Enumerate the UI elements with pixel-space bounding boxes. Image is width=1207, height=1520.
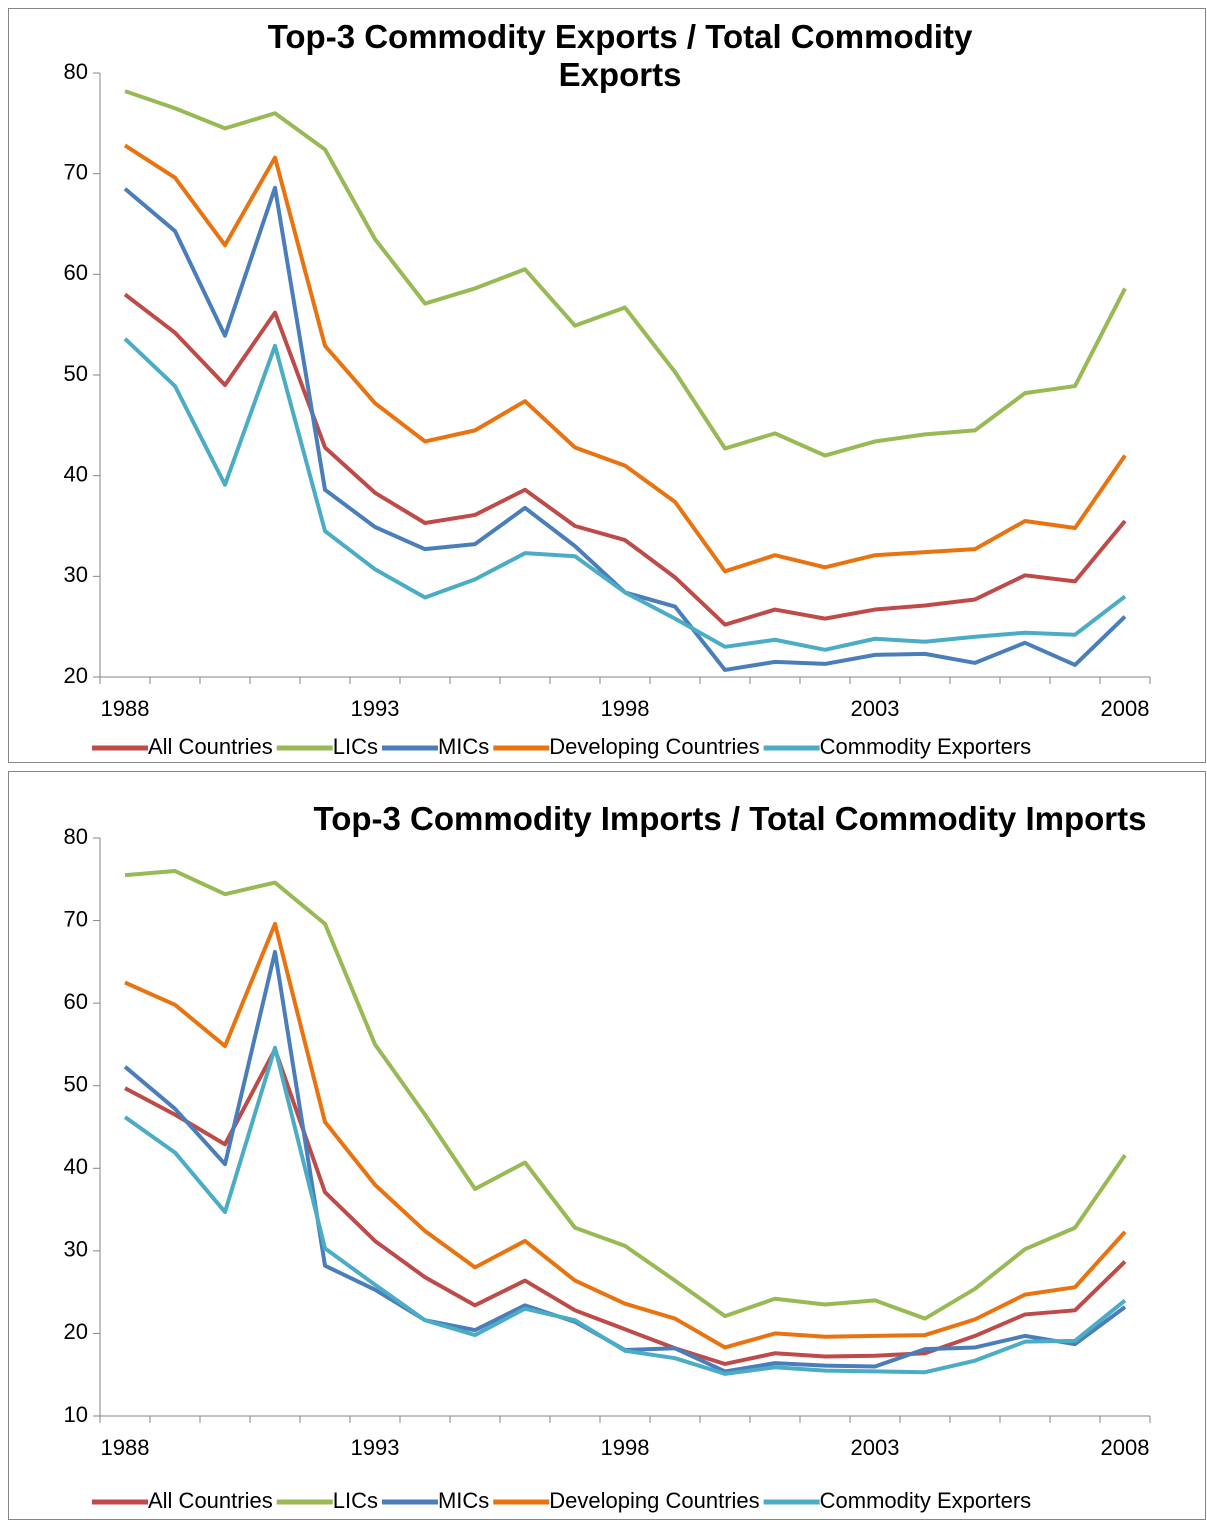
y-tick-label: 30	[64, 562, 88, 587]
series-line	[124, 921, 1127, 1350]
y-tick-label: 20	[64, 663, 88, 688]
y-tick-label: 30	[64, 1237, 88, 1262]
series-line	[123, 337, 1127, 652]
x-tick-label: 1998	[601, 1435, 650, 1460]
series-line	[123, 292, 1127, 627]
legend-label: All Countries	[148, 1488, 273, 1513]
chart-border	[8, 771, 1206, 1520]
x-tick-label: 1998	[601, 696, 650, 721]
series-line	[124, 89, 1127, 458]
legend-label: Commodity Exporters	[820, 1488, 1032, 1513]
y-tick-label: 70	[64, 159, 88, 184]
y-tick-label: 80	[64, 59, 88, 84]
series-line	[123, 1045, 1127, 1376]
x-tick-label: 1993	[351, 1435, 400, 1460]
legend-label: Developing Countries	[549, 734, 759, 759]
chart-border	[8, 8, 1206, 763]
legend-label: LICs	[333, 1488, 378, 1513]
x-tick-label: 1993	[351, 696, 400, 721]
y-tick-label: 50	[64, 361, 88, 386]
x-tick-label: 1988	[101, 696, 150, 721]
legend-label: All Countries	[148, 734, 273, 759]
x-tick-label: 2003	[851, 1435, 900, 1460]
y-tick-label: 40	[64, 1154, 88, 1179]
y-tick-label: 60	[64, 989, 88, 1014]
legend-label: Developing Countries	[549, 1488, 759, 1513]
y-tick-label: 20	[64, 1319, 88, 1344]
series-line	[123, 949, 1127, 1374]
chart-title: Top-3 Commodity Imports / Total Commodit…	[313, 800, 1147, 837]
x-tick-label: 2008	[1101, 696, 1150, 721]
legend-label: MICs	[438, 1488, 489, 1513]
x-tick-label: 1988	[101, 1435, 150, 1460]
chart-title: Top-3 Commodity Exports / Total Commodit…	[267, 18, 973, 93]
series-line	[123, 143, 1127, 574]
legend-label: Commodity Exporters	[820, 734, 1032, 759]
x-tick-label: 2003	[851, 696, 900, 721]
y-tick-label: 40	[64, 461, 88, 486]
series-line	[124, 869, 1127, 1321]
y-tick-label: 60	[64, 260, 88, 285]
x-tick-label: 2008	[1101, 1435, 1150, 1460]
y-tick-label: 50	[64, 1072, 88, 1097]
legend-label: MICs	[438, 734, 489, 759]
y-tick-label: 10	[64, 1402, 88, 1427]
y-tick-label: 70	[64, 906, 88, 931]
legend-label: LICs	[333, 734, 378, 759]
y-tick-label: 80	[64, 824, 88, 849]
series-line	[124, 1047, 1127, 1366]
